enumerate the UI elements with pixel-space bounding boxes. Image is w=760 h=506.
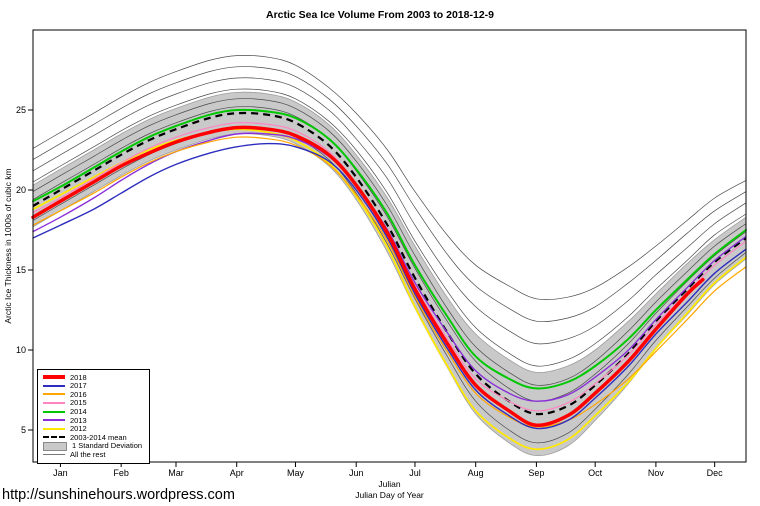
legend-swatch-icon [43,454,65,456]
svg-text:Aug: Aug [468,468,484,478]
y-axis-label: Arctic Ice Thickness in 1000s of cubic k… [3,168,13,324]
svg-text:Mar: Mar [168,468,184,478]
legend-swatch-icon [43,441,67,451]
legend-swatch-icon [43,402,65,405]
svg-text:10: 10 [16,345,26,355]
legend-item-2012: 2012 [43,425,142,434]
svg-text:Oct: Oct [588,468,603,478]
legend-swatch-icon [43,384,65,387]
svg-text:Feb: Feb [113,468,129,478]
legend-item-all-the-rest: All the rest [43,450,142,459]
svg-text:15: 15 [16,265,26,275]
svg-text:Jan: Jan [53,468,68,478]
svg-text:Jun: Jun [349,468,364,478]
chart-title: Arctic Sea Ice Volume From 2003 to 2018-… [266,9,494,21]
svg-text:May: May [287,468,305,478]
legend-label: 2017 [70,381,87,391]
svg-text:20: 20 [16,185,26,195]
svg-text:Dec: Dec [707,468,724,478]
legend-item-2016: 2016 [43,390,142,399]
legend-item-2003-2014-mean: 2003-2014 mean [43,433,142,442]
svg-text:Nov: Nov [648,468,665,478]
legend-label: 1 Standard Deviation [72,441,143,451]
legend-label: 2014 [70,406,87,416]
source-url: http://sunshinehours.wordpress.com [2,487,235,503]
legend-item-2015: 2015 [43,399,142,408]
x-axis-label: Julian Julian Day of Year [33,479,746,500]
legend-label: 2015 [70,398,87,408]
legend-item-2014: 2014 [43,407,142,416]
legend-label: 2018 [70,372,87,382]
legend-label: 2016 [70,389,87,399]
legend-label: 2003-2014 mean [70,432,127,442]
x-axis-label-line1: Julian [378,479,401,489]
x-axis-label-line2: Julian Day of Year [355,489,424,500]
legend-swatch-icon [43,436,65,439]
legend-swatch-icon [43,410,65,413]
legend-swatch-icon [43,393,65,396]
svg-text:5: 5 [21,425,26,435]
legend-label: All the rest [70,449,106,459]
legend-swatch-icon [43,419,65,422]
legend-item-2017: 2017 [43,382,142,391]
legend-label: 2013 [70,415,87,425]
legend-item-2018: 2018 [43,373,142,382]
svg-text:Jul: Jul [409,468,421,478]
svg-text:Sep: Sep [528,468,544,478]
legend-item-2013: 2013 [43,416,142,425]
svg-text:Apr: Apr [230,468,244,478]
legend: 2018 2017 2016 2015 2014 2013 2012 2003-2014 me… [37,369,151,464]
legend-label: 2012 [70,424,87,434]
legend-swatch-icon [43,375,65,380]
legend-swatch-icon [43,427,65,430]
legend-item-1-standard-deviation: 1 Standard Deviation [43,441,143,451]
svg-text:25: 25 [16,105,26,115]
